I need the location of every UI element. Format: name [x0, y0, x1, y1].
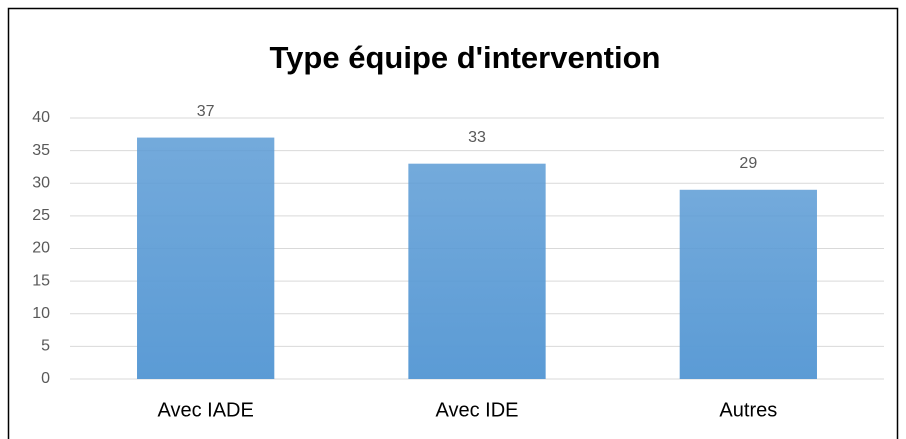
x-tick-label: Avec IDE: [436, 399, 519, 421]
chart-title: Type équipe d'intervention: [270, 40, 661, 75]
data-label: 33: [468, 129, 486, 146]
bar: [408, 163, 546, 379]
x-tick-label: Autres: [719, 399, 777, 421]
x-tick-label: Avec IADE: [157, 399, 253, 421]
bar: [679, 189, 817, 379]
data-label: 29: [739, 155, 757, 172]
y-tick-label: 30: [32, 174, 50, 191]
y-tick-label: 0: [41, 370, 50, 387]
y-tick-label: 5: [41, 338, 50, 355]
y-tick-label: 25: [32, 207, 50, 224]
y-tick-label: 20: [32, 240, 50, 257]
bar: [137, 137, 275, 379]
chart-frame: [7, 7, 899, 439]
y-tick-label: 40: [32, 109, 50, 126]
data-label: 37: [197, 103, 215, 120]
y-tick-label: 10: [32, 305, 50, 322]
y-tick-label: 15: [32, 272, 50, 289]
y-tick-label: 35: [32, 142, 50, 159]
